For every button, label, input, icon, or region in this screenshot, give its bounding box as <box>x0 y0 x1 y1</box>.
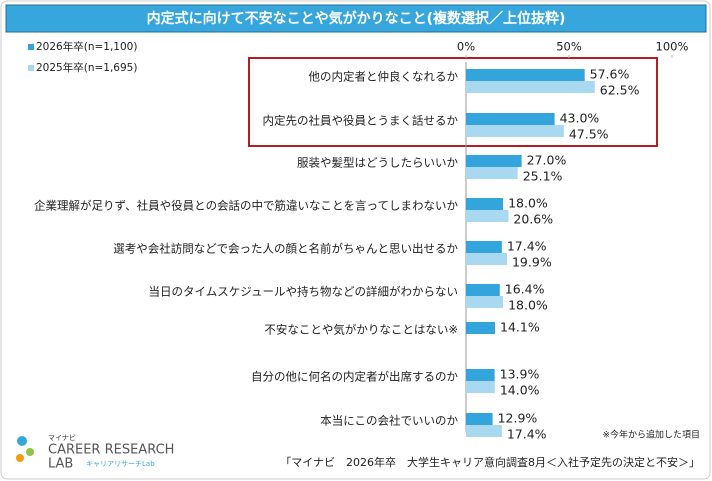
y-tick-label: 企業理解が足りず、社員や役員との会話の中で筋違いなことを言ってしまわないか <box>34 199 459 213</box>
y-tick-label: 選考や会社訪問などで会った人の顔と名前がちゃんと思い出せるか <box>113 242 458 256</box>
y-tick-label: 自分の他に何名の内定者が出席するのか <box>251 370 458 384</box>
logo-sub: キャリアリサーチLab <box>86 460 155 468</box>
bar <box>466 241 502 253</box>
value-label: 12.9% <box>498 411 538 426</box>
legend-swatch <box>28 44 34 50</box>
bar <box>466 381 495 393</box>
bar <box>466 125 564 137</box>
value-label: 47.5% <box>569 127 609 142</box>
value-label: 62.5% <box>600 83 640 98</box>
value-label: 18.0% <box>508 196 548 211</box>
y-tick-label: 当日のタイムスケジュールや持ち物などの詳細がわからない <box>149 285 458 299</box>
bar <box>466 113 555 125</box>
value-label: 17.4% <box>507 239 547 254</box>
legend-label: 2026年卒(n=1,100) <box>36 40 137 53</box>
y-tick-label: 不安なことや気がかりなことはない※ <box>264 323 458 337</box>
value-label: 19.9% <box>512 255 552 270</box>
value-label: 14.0% <box>500 383 540 398</box>
bar <box>466 284 500 296</box>
value-label: 14.1% <box>500 320 540 335</box>
value-label: 20.6% <box>513 212 553 227</box>
value-label: 18.0% <box>508 298 548 313</box>
chart-title: 内定式に向けて不安なことや気がかりなこと(複数選択／上位抜粋) <box>147 10 566 27</box>
bar <box>466 167 518 179</box>
bar <box>466 296 504 308</box>
bar <box>466 322 496 334</box>
value-label: 27.0% <box>527 153 567 168</box>
value-label: 25.1% <box>523 169 563 184</box>
value-label: 16.4% <box>505 282 545 297</box>
bar <box>466 198 504 210</box>
bar <box>466 425 502 437</box>
legend-swatch <box>28 65 34 71</box>
bar <box>466 369 495 381</box>
logo-line1: CAREER RESEARCH <box>48 443 174 458</box>
legend-label: 2025年卒(n=1,695) <box>36 61 137 74</box>
bar <box>466 81 595 93</box>
y-tick-label: 内定先の社員や役員とうまく話せるか <box>263 114 459 128</box>
value-label: 57.6% <box>590 67 630 82</box>
bar <box>466 413 493 425</box>
y-tick-label: 本当にこの会社でいいのか <box>320 414 458 428</box>
bar <box>466 155 522 167</box>
y-tick-label: 服装や髪型はどうしたらいいか <box>297 156 458 170</box>
bar <box>466 69 585 81</box>
logo-line2: LAB <box>48 457 73 472</box>
logo-dot <box>17 436 27 446</box>
logo: マイナビ CAREER RESEARCH LAB キャリアリサーチLab <box>16 433 174 472</box>
value-label: 17.4% <box>507 427 547 442</box>
source: 「マイナビ 2026年卒 大学生キャリア意向調査8月＜入社予定先の決定と不安＞」 <box>280 455 700 469</box>
x-tick-label: 50% <box>556 40 582 54</box>
note: ※今年から追加した項目 <box>602 429 700 441</box>
title-bar <box>5 4 707 33</box>
bar <box>466 253 507 265</box>
y-tick-label: 他の内定者と仲良くなれるか <box>309 70 459 84</box>
logo-dot <box>26 448 34 456</box>
value-label: 13.9% <box>500 367 540 382</box>
highlight-box <box>248 57 658 147</box>
x-tick-label: 0% <box>457 40 475 54</box>
logo-brand: マイナビ <box>48 433 76 442</box>
value-label: 43.0% <box>560 111 600 126</box>
bar <box>466 210 509 222</box>
logo-dot <box>16 454 24 462</box>
x-tick-label: 100% <box>656 40 689 54</box>
